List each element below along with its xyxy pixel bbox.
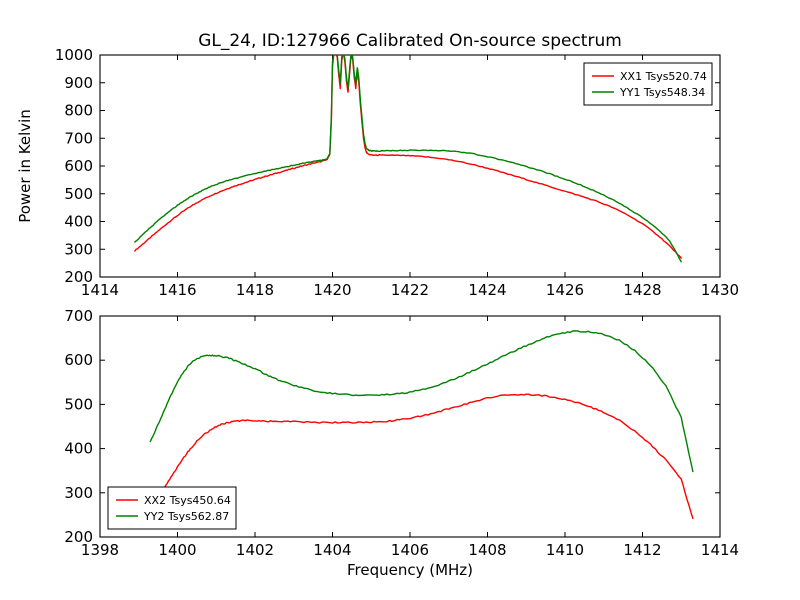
y-tick-label: 400 <box>64 213 93 231</box>
legend-box <box>107 486 237 530</box>
x-axis-label: Frequency (MHz) <box>347 561 473 579</box>
x-tick-label: 1414 <box>81 281 119 299</box>
y-tick-label: 700 <box>64 307 93 325</box>
y-tick-label: 900 <box>64 74 93 92</box>
y-tick-label: 500 <box>64 185 93 203</box>
x-tick-label: 1402 <box>236 541 274 559</box>
y-tick-label: 200 <box>64 528 93 546</box>
legend-label: XX2 Tsys450.64 <box>144 494 231 507</box>
x-tick-label: 1408 <box>468 541 506 559</box>
x-tick-label: 1416 <box>158 281 196 299</box>
y-tick-label: 600 <box>64 157 93 175</box>
y-tick-label: 500 <box>64 395 93 413</box>
x-tick-label: 1398 <box>81 541 119 559</box>
y-tick-label: 1000 <box>55 46 93 64</box>
plot-title: GL_24, ID:127966 Calibrated On-source sp… <box>198 31 622 51</box>
legend-label: YY1 Tsys548.34 <box>619 86 705 99</box>
panel-bottom: 1398 1400 1402 1404 1406 1408 1410 1412 1414 200 3… <box>64 307 739 559</box>
x-tick-label: 1420 <box>313 281 351 299</box>
y-tick-label: 300 <box>64 484 93 502</box>
panel-top: 1414 1416 1418 1420 1422 1424 1426 1428 1430 200 3… <box>55 46 739 299</box>
legend: XX2 Tsys450.64 YY2 Tsys562.87 <box>107 486 237 530</box>
y-tick-label: 400 <box>64 440 93 458</box>
series-line <box>149 393 694 520</box>
x-tick-label: 1418 <box>236 281 274 299</box>
x-tick-label: 1430 <box>701 281 739 299</box>
y-tick-label: 300 <box>64 240 93 258</box>
x-tick-label: 1404 <box>313 541 351 559</box>
legend-label: YY2 Tsys562.87 <box>143 510 229 523</box>
x-tick-label: 1428 <box>623 281 661 299</box>
x-tick-label: 1406 <box>391 541 429 559</box>
x-tick-label: 1414 <box>701 541 739 559</box>
series-line <box>134 55 682 263</box>
series-line <box>149 330 694 473</box>
y-axis-label: Power in Kelvin <box>16 109 34 223</box>
y-tick-label: 800 <box>64 102 93 120</box>
y-tick-label: 600 <box>64 351 93 369</box>
y-tick-label: 200 <box>64 268 93 286</box>
x-tick-label: 1422 <box>391 281 429 299</box>
legend-box <box>583 62 713 106</box>
x-tick-label: 1412 <box>623 541 661 559</box>
x-tick-label: 1426 <box>546 281 584 299</box>
x-tick-label: 1424 <box>468 281 506 299</box>
x-tick-label: 1410 <box>546 541 584 559</box>
legend-label: XX1 Tsys520.74 <box>620 70 707 83</box>
legend: XX1 Tsys520.74 YY1 Tsys548.34 <box>583 62 713 106</box>
x-tick-label: 1400 <box>158 541 196 559</box>
y-tick-label: 700 <box>64 129 93 147</box>
